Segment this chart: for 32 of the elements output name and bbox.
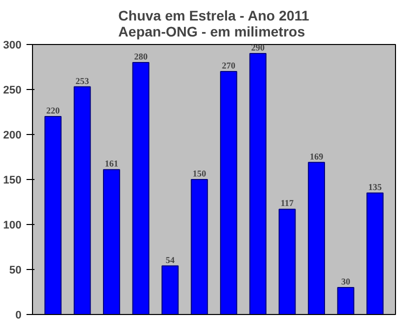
y-tick-label: 250: [3, 84, 22, 96]
bar: [278, 208, 296, 314]
data-label: 169: [310, 151, 324, 162]
bar: [74, 86, 91, 314]
data-label: 117: [280, 198, 294, 208]
bar: [308, 162, 326, 314]
y-tick-label: 0: [15, 310, 22, 320]
bar: [102, 169, 120, 314]
y-tick-label: 50: [9, 264, 22, 276]
y-tick-label: 200: [3, 130, 22, 142]
chart-title: Chuva em Estrela - Ano 2011 Aepan-ONG - em milimetros: [118, 8, 310, 40]
data-label: 220: [46, 106, 60, 116]
data-label: 161: [104, 158, 119, 169]
data-label: 135: [368, 182, 382, 192]
data-label: 280: [134, 52, 148, 62]
data-label: 30: [341, 276, 351, 286]
bar: [249, 53, 266, 314]
bar: [366, 192, 384, 314]
bar: [220, 71, 238, 314]
bar: [44, 116, 62, 314]
y-tick-label: 300: [3, 40, 22, 52]
bar: [190, 179, 208, 314]
bar: [337, 287, 354, 314]
data-label: 54: [166, 254, 176, 265]
data-label: 150: [192, 168, 207, 178]
data-label: 253: [76, 76, 90, 86]
data-label: 270: [222, 60, 236, 70]
bar: [132, 62, 150, 314]
y-tick-label: 150: [3, 174, 22, 186]
bar: [162, 265, 179, 314]
y-tick-label: 100: [3, 220, 22, 232]
data-label: 290: [251, 42, 266, 52]
